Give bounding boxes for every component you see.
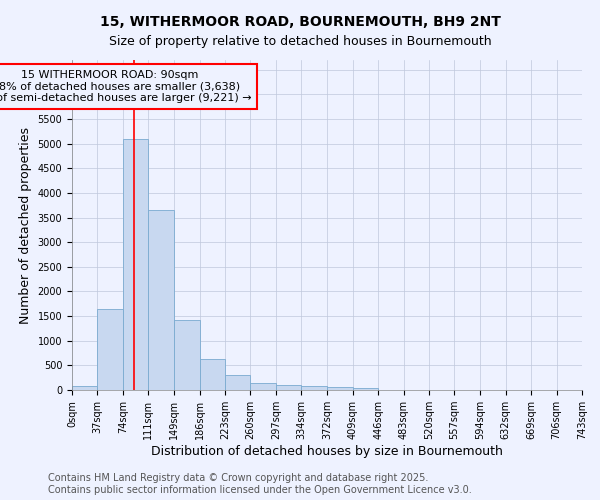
Text: 15, WITHERMOOR ROAD, BOURNEMOUTH, BH9 2NT: 15, WITHERMOOR ROAD, BOURNEMOUTH, BH9 2N… xyxy=(100,15,500,29)
Bar xyxy=(174,320,200,390)
Text: Size of property relative to detached houses in Bournemouth: Size of property relative to detached ho… xyxy=(109,35,491,48)
Bar xyxy=(123,139,148,390)
Bar xyxy=(250,382,276,390)
Bar xyxy=(301,386,328,390)
Bar xyxy=(225,374,250,390)
Text: 15 WITHERMOOR ROAD: 90sqm
← 28% of detached houses are smaller (3,638)
71% of se: 15 WITHERMOOR ROAD: 90sqm ← 28% of detac… xyxy=(0,70,251,103)
Bar xyxy=(148,210,174,390)
Bar xyxy=(97,308,123,390)
Y-axis label: Number of detached properties: Number of detached properties xyxy=(19,126,32,324)
Bar xyxy=(276,384,301,390)
X-axis label: Distribution of detached houses by size in Bournemouth: Distribution of detached houses by size … xyxy=(151,445,503,458)
Bar xyxy=(328,388,353,390)
Text: Contains HM Land Registry data © Crown copyright and database right 2025.
Contai: Contains HM Land Registry data © Crown c… xyxy=(48,474,472,495)
Bar xyxy=(72,386,97,390)
Bar xyxy=(200,360,225,390)
Bar xyxy=(353,388,378,390)
